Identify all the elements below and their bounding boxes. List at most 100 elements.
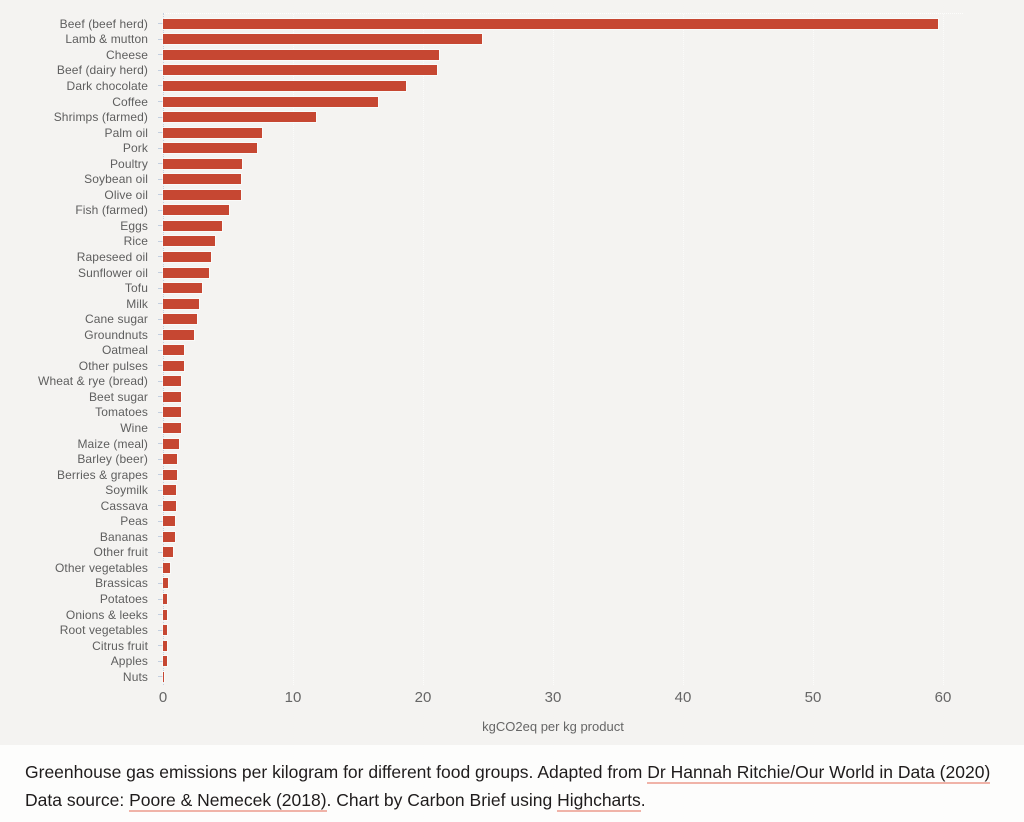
- emission-bar[interactable]: [163, 609, 167, 620]
- bar-track: [163, 296, 1024, 312]
- emission-bar[interactable]: [163, 96, 378, 107]
- emission-bar[interactable]: [163, 360, 184, 371]
- emission-bar[interactable]: [163, 205, 230, 216]
- emission-bar[interactable]: [163, 376, 182, 387]
- emission-bar[interactable]: [163, 314, 197, 325]
- bar-row: Other vegetables: [0, 560, 1024, 576]
- caption-text-segment: .: [640, 790, 646, 810]
- category-label: Maize (meal): [77, 436, 148, 451]
- emission-bar[interactable]: [163, 391, 182, 402]
- bar-row: Brassicas: [0, 576, 1024, 592]
- emission-bar[interactable]: [163, 112, 317, 123]
- emission-bar[interactable]: [163, 127, 262, 138]
- emission-bar[interactable]: [163, 531, 175, 542]
- emission-bar[interactable]: [163, 656, 167, 667]
- emission-bar[interactable]: [163, 34, 482, 45]
- bar-track: [163, 622, 1024, 638]
- category-tick-mark: [148, 629, 163, 631]
- emission-bar[interactable]: [163, 594, 167, 604]
- caption-link[interactable]: Poore & Nemecek (2018): [129, 790, 327, 812]
- emission-bar[interactable]: [163, 236, 215, 247]
- emission-bar[interactable]: [163, 143, 257, 154]
- bar-row: Palm oil: [0, 125, 1024, 141]
- bar-row: Cheese: [0, 47, 1024, 63]
- emission-bar[interactable]: [163, 422, 182, 433]
- bar-row: Milk: [0, 296, 1024, 312]
- bar-track: [163, 451, 1024, 467]
- category-tick-mark: [148, 520, 163, 522]
- emission-bar[interactable]: [163, 283, 202, 294]
- emission-bar[interactable]: [163, 220, 222, 231]
- bar-row: Dark chocolate: [0, 78, 1024, 94]
- x-axis-tick-label: 20: [414, 689, 432, 706]
- emission-bar[interactable]: [163, 65, 438, 76]
- emission-bar[interactable]: [163, 625, 167, 636]
- category-label: Beef (dairy herd): [56, 63, 148, 78]
- category-label: Beef (beef herd): [59, 16, 148, 31]
- category-tick-mark: [148, 163, 163, 165]
- category-tick-mark: [148, 116, 163, 118]
- bar-track: [163, 653, 1024, 669]
- bar-track: [163, 156, 1024, 172]
- bar-row: Shrimps (farmed): [0, 109, 1024, 125]
- emission-bar[interactable]: [163, 407, 182, 418]
- bar-track: [163, 203, 1024, 219]
- emission-bar[interactable]: [163, 500, 176, 511]
- category-label: Other fruit: [93, 545, 148, 560]
- bar-rows: Beef (beef herd) Lamb & mutton Cheese Beef …: [0, 16, 1024, 685]
- emission-bar[interactable]: [163, 469, 178, 480]
- emission-bar[interactable]: [163, 174, 241, 185]
- bar-row: Beet sugar: [0, 389, 1024, 405]
- caption-text: Greenhouse gas emissions per kilogram fo…: [25, 762, 991, 812]
- bar-track: [163, 265, 1024, 281]
- emission-bar[interactable]: [163, 454, 178, 465]
- bar-track: [163, 669, 1024, 685]
- bar-track: [163, 420, 1024, 436]
- emission-bar[interactable]: [163, 189, 241, 200]
- category-tick-mark: [148, 380, 163, 382]
- bar-row: Eggs: [0, 218, 1024, 234]
- emission-bar[interactable]: [163, 547, 174, 558]
- emission-bar[interactable]: [163, 251, 212, 262]
- bar-track: [163, 498, 1024, 514]
- emission-bar[interactable]: [163, 345, 184, 356]
- category-tick-mark: [148, 318, 163, 320]
- category-label: Apples: [110, 654, 148, 669]
- category-label: Nuts: [122, 669, 148, 684]
- emission-bar[interactable]: [163, 49, 439, 60]
- caption-text-segment: Data source:: [25, 790, 130, 810]
- emission-bar[interactable]: [163, 671, 165, 682]
- emission-bar[interactable]: [163, 516, 175, 527]
- emission-bar[interactable]: [163, 562, 170, 573]
- bar-track: [163, 249, 1024, 265]
- emission-bar[interactable]: [163, 640, 167, 651]
- emission-bar[interactable]: [163, 158, 243, 169]
- category-label: Pork: [122, 141, 148, 156]
- emission-bar[interactable]: [163, 18, 938, 29]
- bar-track: [163, 638, 1024, 654]
- caption-link[interactable]: Highcharts: [557, 790, 641, 812]
- category-label: Other vegetables: [55, 560, 148, 575]
- emission-bar[interactable]: [163, 485, 176, 496]
- bar-track: [163, 607, 1024, 623]
- bar-row: Fish (farmed): [0, 203, 1024, 219]
- emission-bar[interactable]: [163, 267, 209, 278]
- caption-link[interactable]: Dr Hannah Ritchie/Our World in Data (202…: [647, 762, 991, 784]
- category-label: Cane sugar: [84, 312, 148, 327]
- emission-bar[interactable]: [163, 438, 179, 449]
- bar-row: Beef (dairy herd): [0, 63, 1024, 79]
- gridline: [553, 14, 554, 685]
- category-tick-mark: [148, 23, 163, 25]
- bar-track: [163, 514, 1024, 530]
- bar-row: Barley (beer): [0, 451, 1024, 467]
- emission-bar[interactable]: [163, 298, 200, 309]
- emission-bar[interactable]: [163, 329, 195, 340]
- emission-bar[interactable]: [163, 80, 407, 91]
- bar-track: [163, 311, 1024, 327]
- category-tick-mark: [148, 334, 163, 336]
- category-label: Root vegetables: [59, 623, 148, 638]
- category-tick-mark: [148, 396, 163, 398]
- emission-bar[interactable]: [163, 578, 169, 589]
- category-label: Onions & leeks: [65, 607, 148, 622]
- bar-track: [163, 63, 1024, 79]
